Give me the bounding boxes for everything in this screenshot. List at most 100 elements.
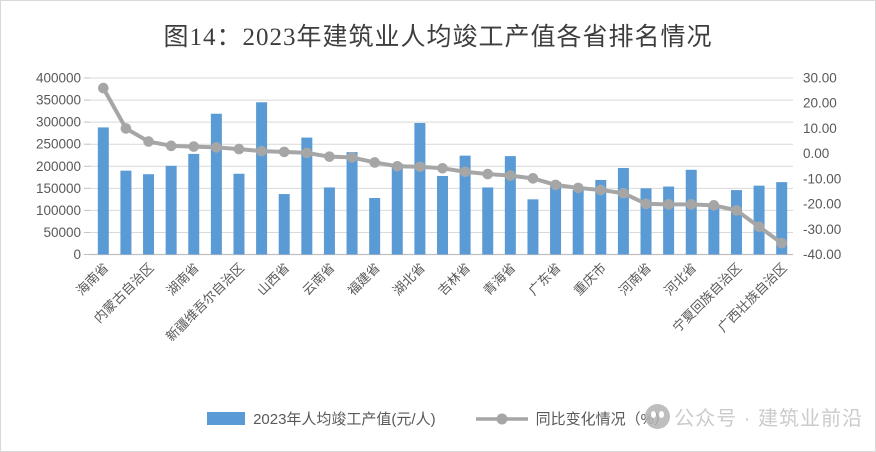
bar xyxy=(165,165,177,255)
trend-point xyxy=(211,142,222,153)
trend-point xyxy=(188,141,200,152)
bar xyxy=(210,113,222,255)
watermark-text: 公众号 · 建筑业前沿 xyxy=(674,408,863,430)
bar xyxy=(685,169,697,255)
bar xyxy=(482,187,494,255)
legend-item-bar-series: 2023年人均竣工产值(元/人) xyxy=(207,408,436,429)
legend: 2023年人均竣工产值(元/人) 同比变化情况（%） xyxy=(1,408,875,429)
trend-point xyxy=(256,145,267,157)
trend-point xyxy=(120,123,132,134)
x-axis-label: 云南省 xyxy=(299,260,337,298)
right-axis-label: 10.00 xyxy=(803,121,837,136)
left-axis-label: 200000 xyxy=(36,159,81,174)
x-axis-label: 重庆市 xyxy=(571,260,609,298)
bar xyxy=(617,168,629,255)
trend-point xyxy=(527,173,539,184)
trend-point xyxy=(301,147,313,159)
combo-chart-canvas: 400000 350000 300000 250000 200000 150000 1000… xyxy=(36,71,841,345)
x-axis-label: 山西省 xyxy=(254,260,292,298)
trend-point xyxy=(278,146,290,158)
bar xyxy=(97,127,109,255)
trend-point xyxy=(685,199,697,210)
bar-series-swatch xyxy=(207,412,246,425)
bar xyxy=(572,190,584,255)
trend-point xyxy=(437,162,448,174)
bar xyxy=(437,175,448,255)
trend-point xyxy=(753,221,765,233)
line-series-label: 同比变化情况（%） xyxy=(535,411,669,428)
bar xyxy=(414,123,426,255)
trend-point xyxy=(550,179,561,191)
left-axis-label: 150000 xyxy=(36,181,81,196)
left-axis-label: 350000 xyxy=(36,93,81,108)
bar xyxy=(459,155,471,255)
bar xyxy=(323,187,335,255)
left-axis-label: 50000 xyxy=(43,225,81,240)
trend-point xyxy=(165,140,177,152)
trend-point xyxy=(663,199,674,210)
icon-eye xyxy=(651,411,657,418)
x-axis-label: 湖北省 xyxy=(390,260,428,298)
watermark: 公众号 · 建筑业前沿 xyxy=(645,402,863,431)
bar xyxy=(595,179,607,255)
trend-point xyxy=(776,237,787,249)
bar xyxy=(550,182,562,255)
bar xyxy=(527,199,539,255)
x-axis-label: 广东省 xyxy=(525,260,563,298)
trend-point xyxy=(640,198,652,210)
bar-series-label: 2023年人均竣工产值(元/人) xyxy=(253,411,436,428)
x-axis-label: 福建省 xyxy=(345,260,383,298)
trend-point xyxy=(708,200,720,211)
left-axis-label: 400000 xyxy=(36,71,81,86)
trend-point xyxy=(572,182,584,194)
bar xyxy=(776,182,788,255)
trend-point xyxy=(391,160,403,172)
bar xyxy=(504,156,516,255)
right-axis-label: -30.00 xyxy=(803,222,841,237)
bar xyxy=(120,170,132,255)
bar xyxy=(233,173,245,255)
bar xyxy=(188,153,200,255)
bar xyxy=(753,185,765,255)
right-axis-label: -40.00 xyxy=(803,247,841,262)
bar xyxy=(143,174,155,255)
right-axis-label: 30.00 xyxy=(803,71,837,86)
x-axis-label: 吉林省 xyxy=(435,260,473,298)
x-axis-label: 河南省 xyxy=(616,260,654,298)
x-axis-label: 新疆维吾尔自治区 xyxy=(163,260,247,344)
chart-title: 图14：2023年建筑业人均竣工产值各省排名情况 xyxy=(163,24,713,51)
trend-point xyxy=(98,82,109,94)
trend-point xyxy=(233,143,245,155)
left-axis-label: 300000 xyxy=(36,115,81,130)
bar xyxy=(346,152,358,255)
bar xyxy=(256,102,268,255)
right-axis-label: 0.00 xyxy=(803,146,829,161)
bar xyxy=(391,163,403,255)
x-axis-label: 青海省 xyxy=(480,260,518,298)
trend-point xyxy=(618,187,629,199)
trend-point xyxy=(482,168,494,180)
icon-eye xyxy=(659,411,665,418)
bar xyxy=(278,194,290,255)
trend-point xyxy=(414,161,426,173)
trend-point xyxy=(459,166,471,178)
bar xyxy=(369,198,381,255)
trend-point xyxy=(324,151,335,162)
x-axis-label: 河北省 xyxy=(661,260,699,298)
left-axis-label: 100000 xyxy=(36,203,81,218)
wechat-official-account-icon xyxy=(645,404,671,429)
bar xyxy=(301,137,313,255)
bar xyxy=(730,190,742,255)
bar xyxy=(708,206,720,255)
bar xyxy=(640,188,652,255)
bar xyxy=(663,186,675,255)
x-axis-label: 湖南省 xyxy=(164,260,202,298)
right-axis-label: -20.00 xyxy=(803,197,841,212)
trend-point xyxy=(731,205,742,216)
trend-point xyxy=(505,170,516,181)
right-axis-label: 20.00 xyxy=(803,96,837,111)
x-axis-label: 海南省 xyxy=(73,260,111,298)
trend-point xyxy=(595,184,607,196)
legend-item-line-series: 同比变化情况（%） xyxy=(475,408,669,429)
